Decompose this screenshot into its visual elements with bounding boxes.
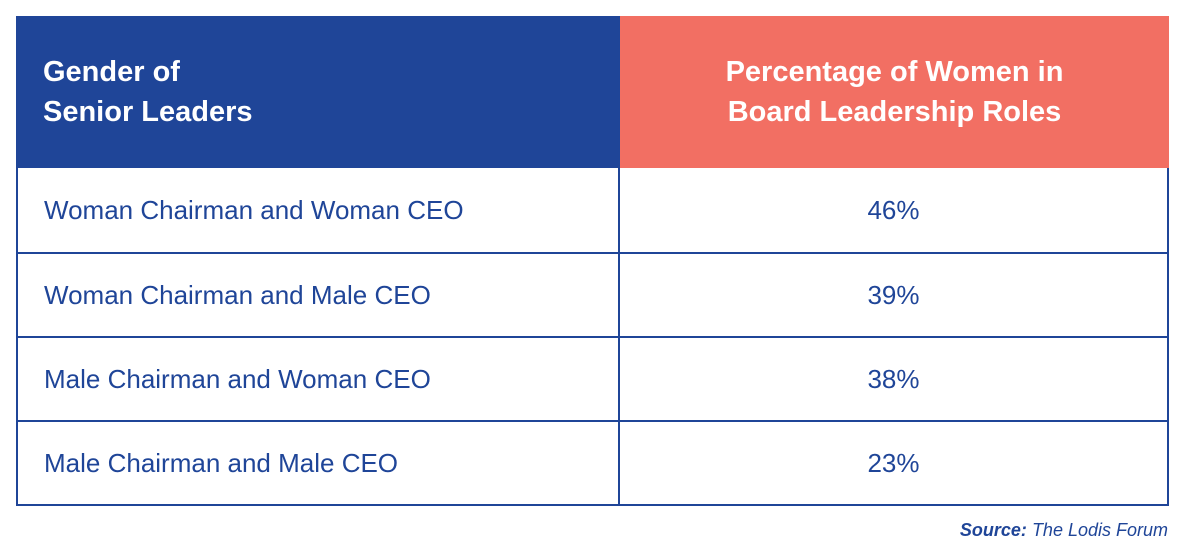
source-text: The Lodis Forum xyxy=(1031,520,1168,540)
table-row: Woman Chairman and Male CEO 39% xyxy=(18,252,1167,336)
header-gender-of-senior-leaders: Gender of Senior Leaders xyxy=(16,16,620,168)
header-left-line-1: Gender of xyxy=(43,56,180,88)
row-value: 38% xyxy=(867,363,920,394)
table-body: Woman Chairman and Woman CEO 46% Woman C… xyxy=(16,168,1169,506)
data-table: Gender of Senior Leaders Percentage of W… xyxy=(16,16,1169,506)
row-label: Woman Chairman and Woman CEO xyxy=(18,168,620,252)
source-label: Source: xyxy=(959,520,1027,540)
table-row: Male Chairman and Male CEO 23% xyxy=(18,420,1167,504)
row-label: Male Chairman and Male CEO xyxy=(18,422,620,504)
row-value: 46% xyxy=(867,194,920,225)
table-row: Male Chairman and Woman CEO 38% xyxy=(18,336,1167,420)
header-left-line-2: Senior Leaders xyxy=(43,96,253,128)
header-right-line-1: Percentage of Women in xyxy=(725,56,1064,88)
header-right-line-2: Board Leadership Roles xyxy=(727,96,1062,128)
header-percentage-women: Percentage of Women in Board Leadership … xyxy=(620,16,1169,168)
row-value: 23% xyxy=(867,447,920,478)
source-note: Source: The Lodis Forum xyxy=(960,520,1168,541)
row-value: 39% xyxy=(867,279,920,310)
table-header: Gender of Senior Leaders Percentage of W… xyxy=(16,16,1169,168)
row-label: Male Chairman and Woman CEO xyxy=(18,338,620,420)
table-row: Woman Chairman and Woman CEO 46% xyxy=(18,168,1167,252)
row-label: Woman Chairman and Male CEO xyxy=(18,254,620,336)
